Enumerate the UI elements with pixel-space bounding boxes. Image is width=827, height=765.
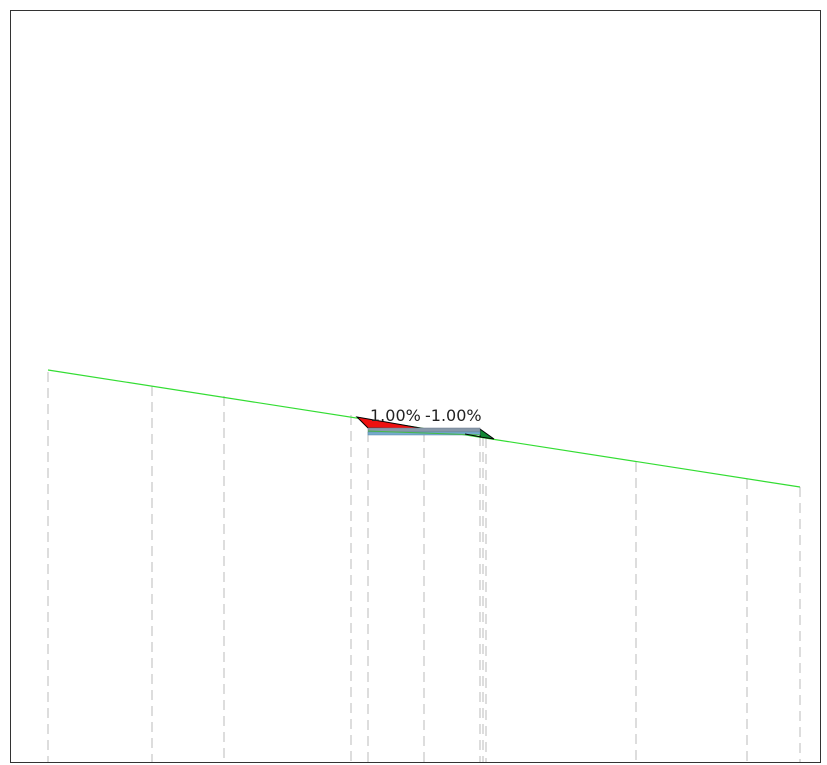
drawing-frame — [10, 10, 821, 763]
slope-label-right: -1.00% — [425, 406, 482, 425]
pavement-edge-line — [464, 433, 482, 438]
slope-label-left: 1.00% — [370, 406, 421, 425]
station-lines — [47, 372, 801, 762]
subgrade-line — [367, 430, 481, 436]
